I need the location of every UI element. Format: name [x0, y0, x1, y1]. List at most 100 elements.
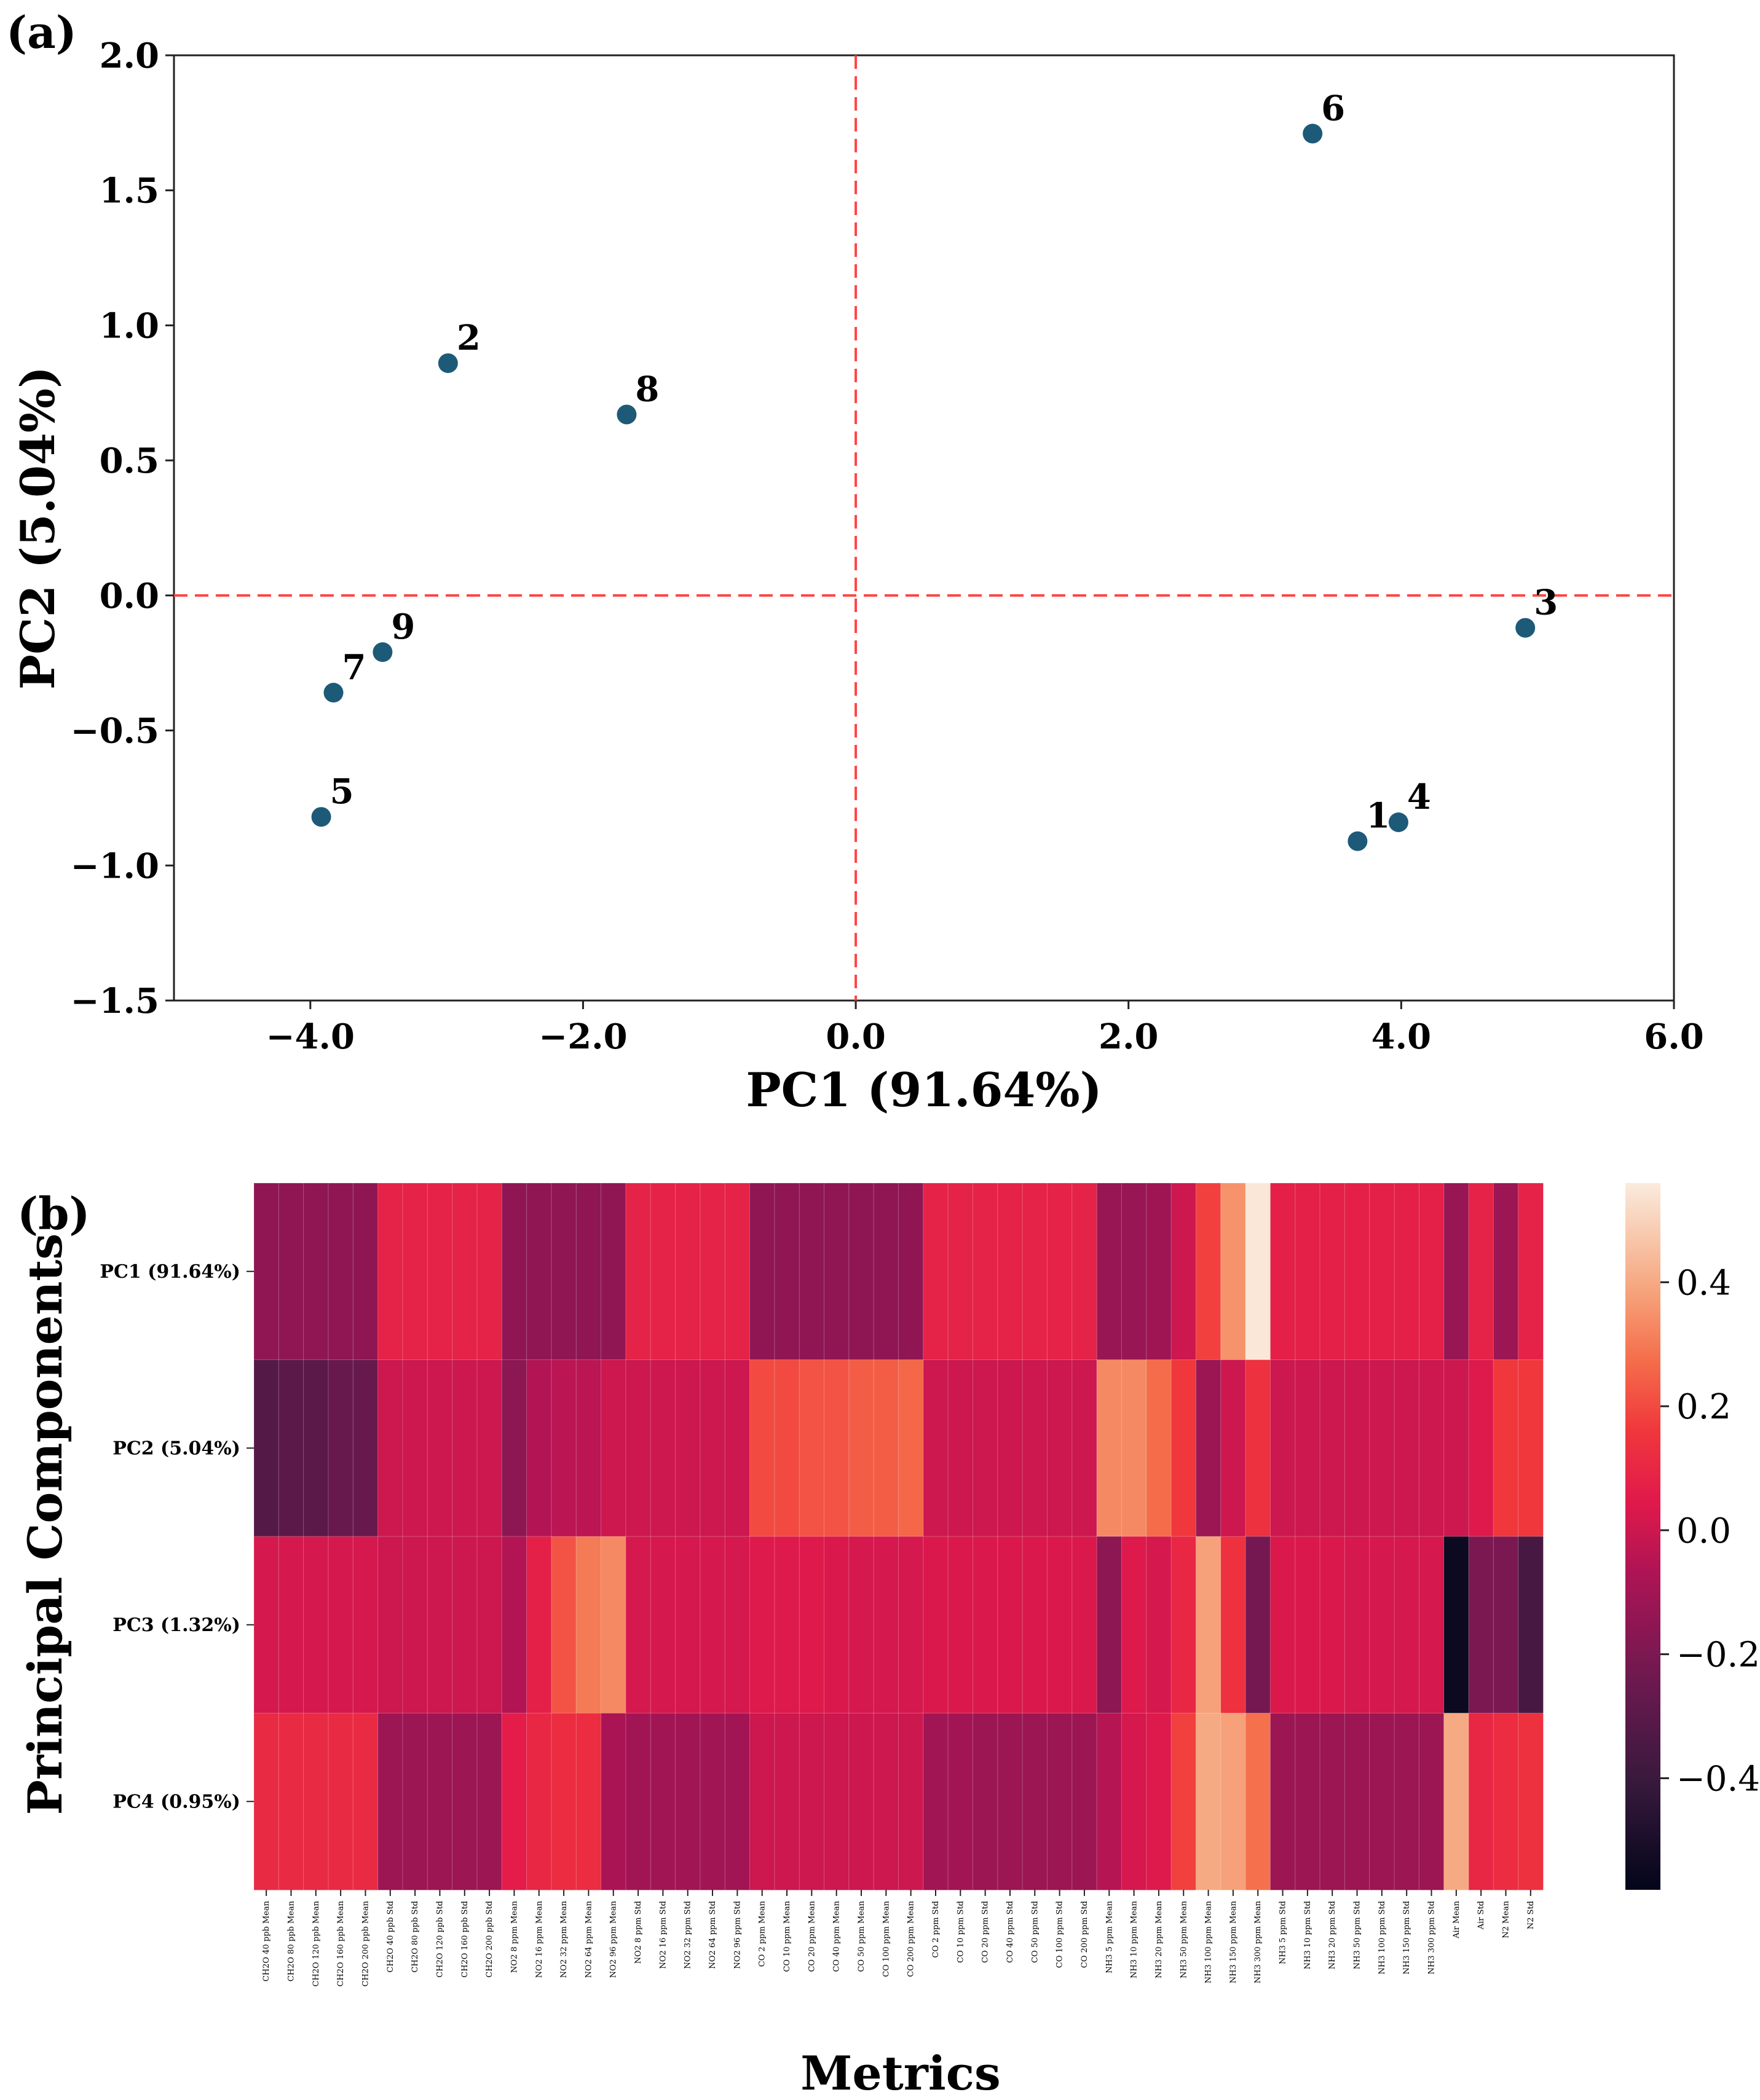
data-point-label-8: 8 [635, 369, 659, 409]
heatmap-cell [749, 1182, 775, 1361]
heatmap-column-label: CO 40 ppm Mean [832, 1900, 842, 1972]
data-point-label-7: 7 [342, 647, 366, 688]
heatmap-row-label: PC4 (0.95%) [112, 1791, 240, 1812]
heatmap-cell [898, 1536, 924, 1714]
heatmap-cell [700, 1536, 726, 1714]
heatmap-cell [1170, 1359, 1197, 1537]
heatmap-column-label: NO2 16 ppm Std [658, 1901, 668, 1969]
heatmap-cell [824, 1713, 850, 1890]
heatmap-column-label: CH2O 160 ppb Std [460, 1901, 470, 1978]
colorbar: 0.4 0.2 0.0 −0.2 −0.4 [1625, 1183, 1760, 1890]
heatmap-cell [1121, 1713, 1147, 1890]
heatmap-cell [1493, 1713, 1519, 1890]
reference-lines [174, 55, 1674, 1001]
heatmap-cell [303, 1536, 329, 1714]
heatmap-cell [253, 1536, 280, 1714]
heatmap-column-label: CO 10 ppm Mean [783, 1900, 792, 1972]
heatmap-cell [1295, 1713, 1321, 1890]
heatmap-cell [551, 1359, 577, 1537]
heatmap-column-label: CO 10 ppm Std [956, 1901, 965, 1963]
heatmap-column-label: NO2 32 ppm Mean [559, 1900, 569, 1978]
y-tick-label: 1.5 [100, 171, 159, 211]
x-axis-title: PC1 (91.64%) [746, 1063, 1102, 1117]
heatmap-cell [1443, 1713, 1470, 1890]
colorbar-tick-label: 0.0 [1676, 1511, 1731, 1551]
heatmap-cell [774, 1713, 800, 1890]
data-point-6 [1303, 124, 1323, 144]
colorbar-ticks: 0.4 0.2 0.0 −0.2 −0.4 [1660, 1263, 1760, 1799]
heatmap-cell [402, 1182, 428, 1361]
heatmap-cell [873, 1713, 899, 1890]
heatmap-column-label: CH2O 40 ppb Std [386, 1901, 395, 1973]
heatmap-cell [923, 1182, 949, 1361]
heatmap-cell [575, 1182, 602, 1361]
heatmap-cell [1468, 1713, 1494, 1890]
x-tick-label: 4.0 [1371, 1017, 1431, 1057]
heatmap-cell [1443, 1182, 1470, 1361]
heatmap-column-label: CH2O 80 ppb Mean [286, 1900, 296, 1981]
heatmap-cell [675, 1713, 701, 1890]
heatmap-cell [476, 1359, 503, 1537]
y-axis-ticks: 2.0 1.5 1.0 0.5 0.0 −0.5 −1.0 −1.5 [71, 36, 174, 1021]
heatmap-cell [1468, 1536, 1494, 1714]
heatmap-cell [377, 1713, 403, 1890]
heatmap-cell [427, 1536, 453, 1714]
heatmap-cell [824, 1182, 850, 1361]
colorbar-tick-label: 0.4 [1676, 1263, 1731, 1303]
heatmap-cell [352, 1713, 379, 1890]
heatmap-cell [848, 1182, 875, 1361]
heatmap-cell [1022, 1713, 1048, 1890]
heatmap-cell [1146, 1359, 1172, 1537]
heatmap-column-label: CO 40 ppm Std [1006, 1901, 1015, 1963]
heatmap-cell [749, 1359, 775, 1537]
heatmap-cell [1468, 1182, 1494, 1361]
heatmap-cell [923, 1713, 949, 1890]
heatmap-cell [328, 1713, 354, 1890]
heatmap-cell [1220, 1182, 1247, 1361]
heatmap-cell [1220, 1536, 1247, 1714]
heatmap-cell [501, 1536, 527, 1714]
heatmap-cell [452, 1536, 478, 1714]
heatmap-column-label: NO2 16 ppm Mean [535, 1900, 544, 1978]
heatmap-cell [1394, 1359, 1420, 1537]
heatmap-cell [1096, 1713, 1123, 1890]
heatmap-cell [873, 1359, 899, 1537]
heatmap-cell [1518, 1713, 1544, 1890]
heatmap-cell [452, 1713, 478, 1890]
heatmap-column-label: NH3 5 ppm Std [1279, 1901, 1288, 1964]
heatmap-cell [972, 1182, 998, 1361]
heatmap-column-label: CH2O 200 ppb Mean [361, 1900, 370, 1986]
heatmap-cell [352, 1536, 379, 1714]
heatmap-cell [1121, 1536, 1147, 1714]
heatmap-cell [1245, 1182, 1271, 1361]
heatmap-cell [1245, 1359, 1271, 1537]
heatmap-cell [328, 1359, 354, 1537]
heatmap-cell [873, 1182, 899, 1361]
heatmap-column-label: NH3 300 ppm Mean [1253, 1900, 1263, 1983]
heatmap-cell [1443, 1359, 1470, 1537]
heatmap-cell [1369, 1713, 1395, 1890]
heatmap-cell [749, 1536, 775, 1714]
heatmap-cell [1245, 1536, 1271, 1714]
heatmap-cell [501, 1182, 527, 1361]
heatmap-cell [1468, 1359, 1494, 1537]
heatmap-column-label: CH2O 40 ppb Mean [262, 1900, 271, 1981]
data-point-label-9: 9 [391, 607, 415, 647]
heatmap-column-label: CO 20 ppm Mean [807, 1900, 816, 1972]
heatmap-column-labels: CH2O 40 ppb Mean CH2O 80 ppb Mean CH2O 120… [262, 1890, 1536, 1987]
heatmap-cell [427, 1359, 453, 1537]
scatter-plot-frame [173, 54, 1675, 1002]
heatmap-cell [1394, 1713, 1420, 1890]
heatmap-cell [848, 1713, 875, 1890]
heatmap-cell [1518, 1359, 1544, 1537]
heatmap-column-label: NH3 20 ppm Mean [1154, 1900, 1164, 1978]
heatmap-cell [601, 1713, 626, 1890]
colorbar-tick-label: −0.2 [1676, 1635, 1760, 1675]
heatmap-cell [1195, 1182, 1221, 1361]
heatmap-cell [700, 1713, 726, 1890]
heatmap-cell [452, 1359, 478, 1537]
heatmap-cell [278, 1536, 304, 1714]
heatmap-cell [1344, 1359, 1370, 1537]
heatmap-cell [972, 1359, 998, 1537]
heatmap-cell [1022, 1359, 1048, 1537]
